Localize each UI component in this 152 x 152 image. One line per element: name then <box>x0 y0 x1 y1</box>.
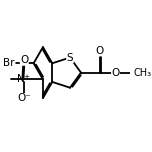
Text: O: O <box>95 46 104 56</box>
Text: O: O <box>111 68 120 78</box>
Text: S: S <box>67 52 73 62</box>
Text: Br: Br <box>3 58 15 68</box>
Text: O⁻: O⁻ <box>17 93 31 103</box>
Text: CH₃: CH₃ <box>133 68 151 78</box>
Text: +: + <box>23 74 29 80</box>
Text: N: N <box>17 74 24 85</box>
Text: O: O <box>20 55 28 66</box>
